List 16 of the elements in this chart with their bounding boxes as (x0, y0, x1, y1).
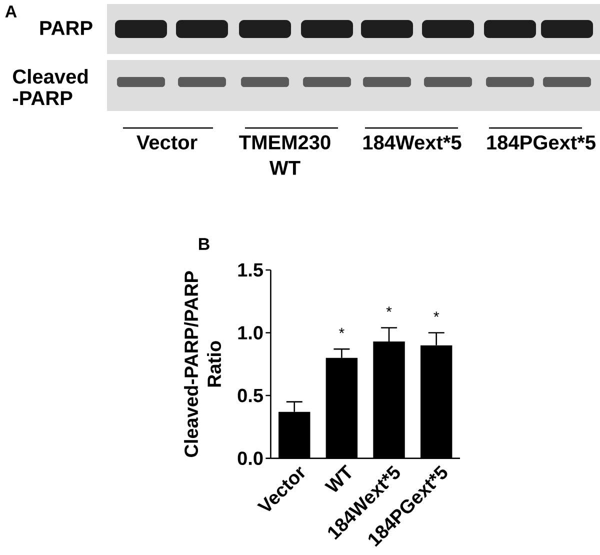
text: Vector (136, 136, 198, 150)
y-tick-label: 1.5 (238, 263, 263, 277)
text: TMEM230 WT (239, 135, 330, 175)
annotation: * (386, 306, 392, 312)
annotation: * (339, 328, 344, 334)
text: A (5, 6, 17, 18)
text: Cleaved -PARP (12, 68, 88, 105)
text: 184Wext*5 (363, 135, 462, 150)
y-tick-label: 1.0 (238, 326, 263, 340)
y-axis-title: Cleaved-PARP/PARP Ratio (184, 271, 222, 457)
y-tick-label: 0.5 (238, 388, 263, 402)
text: PARP (40, 21, 92, 35)
text: B (199, 238, 210, 250)
text: 184PGext*5 (487, 135, 596, 150)
annotation: * (434, 312, 440, 317)
y-tick-label: 0.0 (238, 452, 263, 466)
